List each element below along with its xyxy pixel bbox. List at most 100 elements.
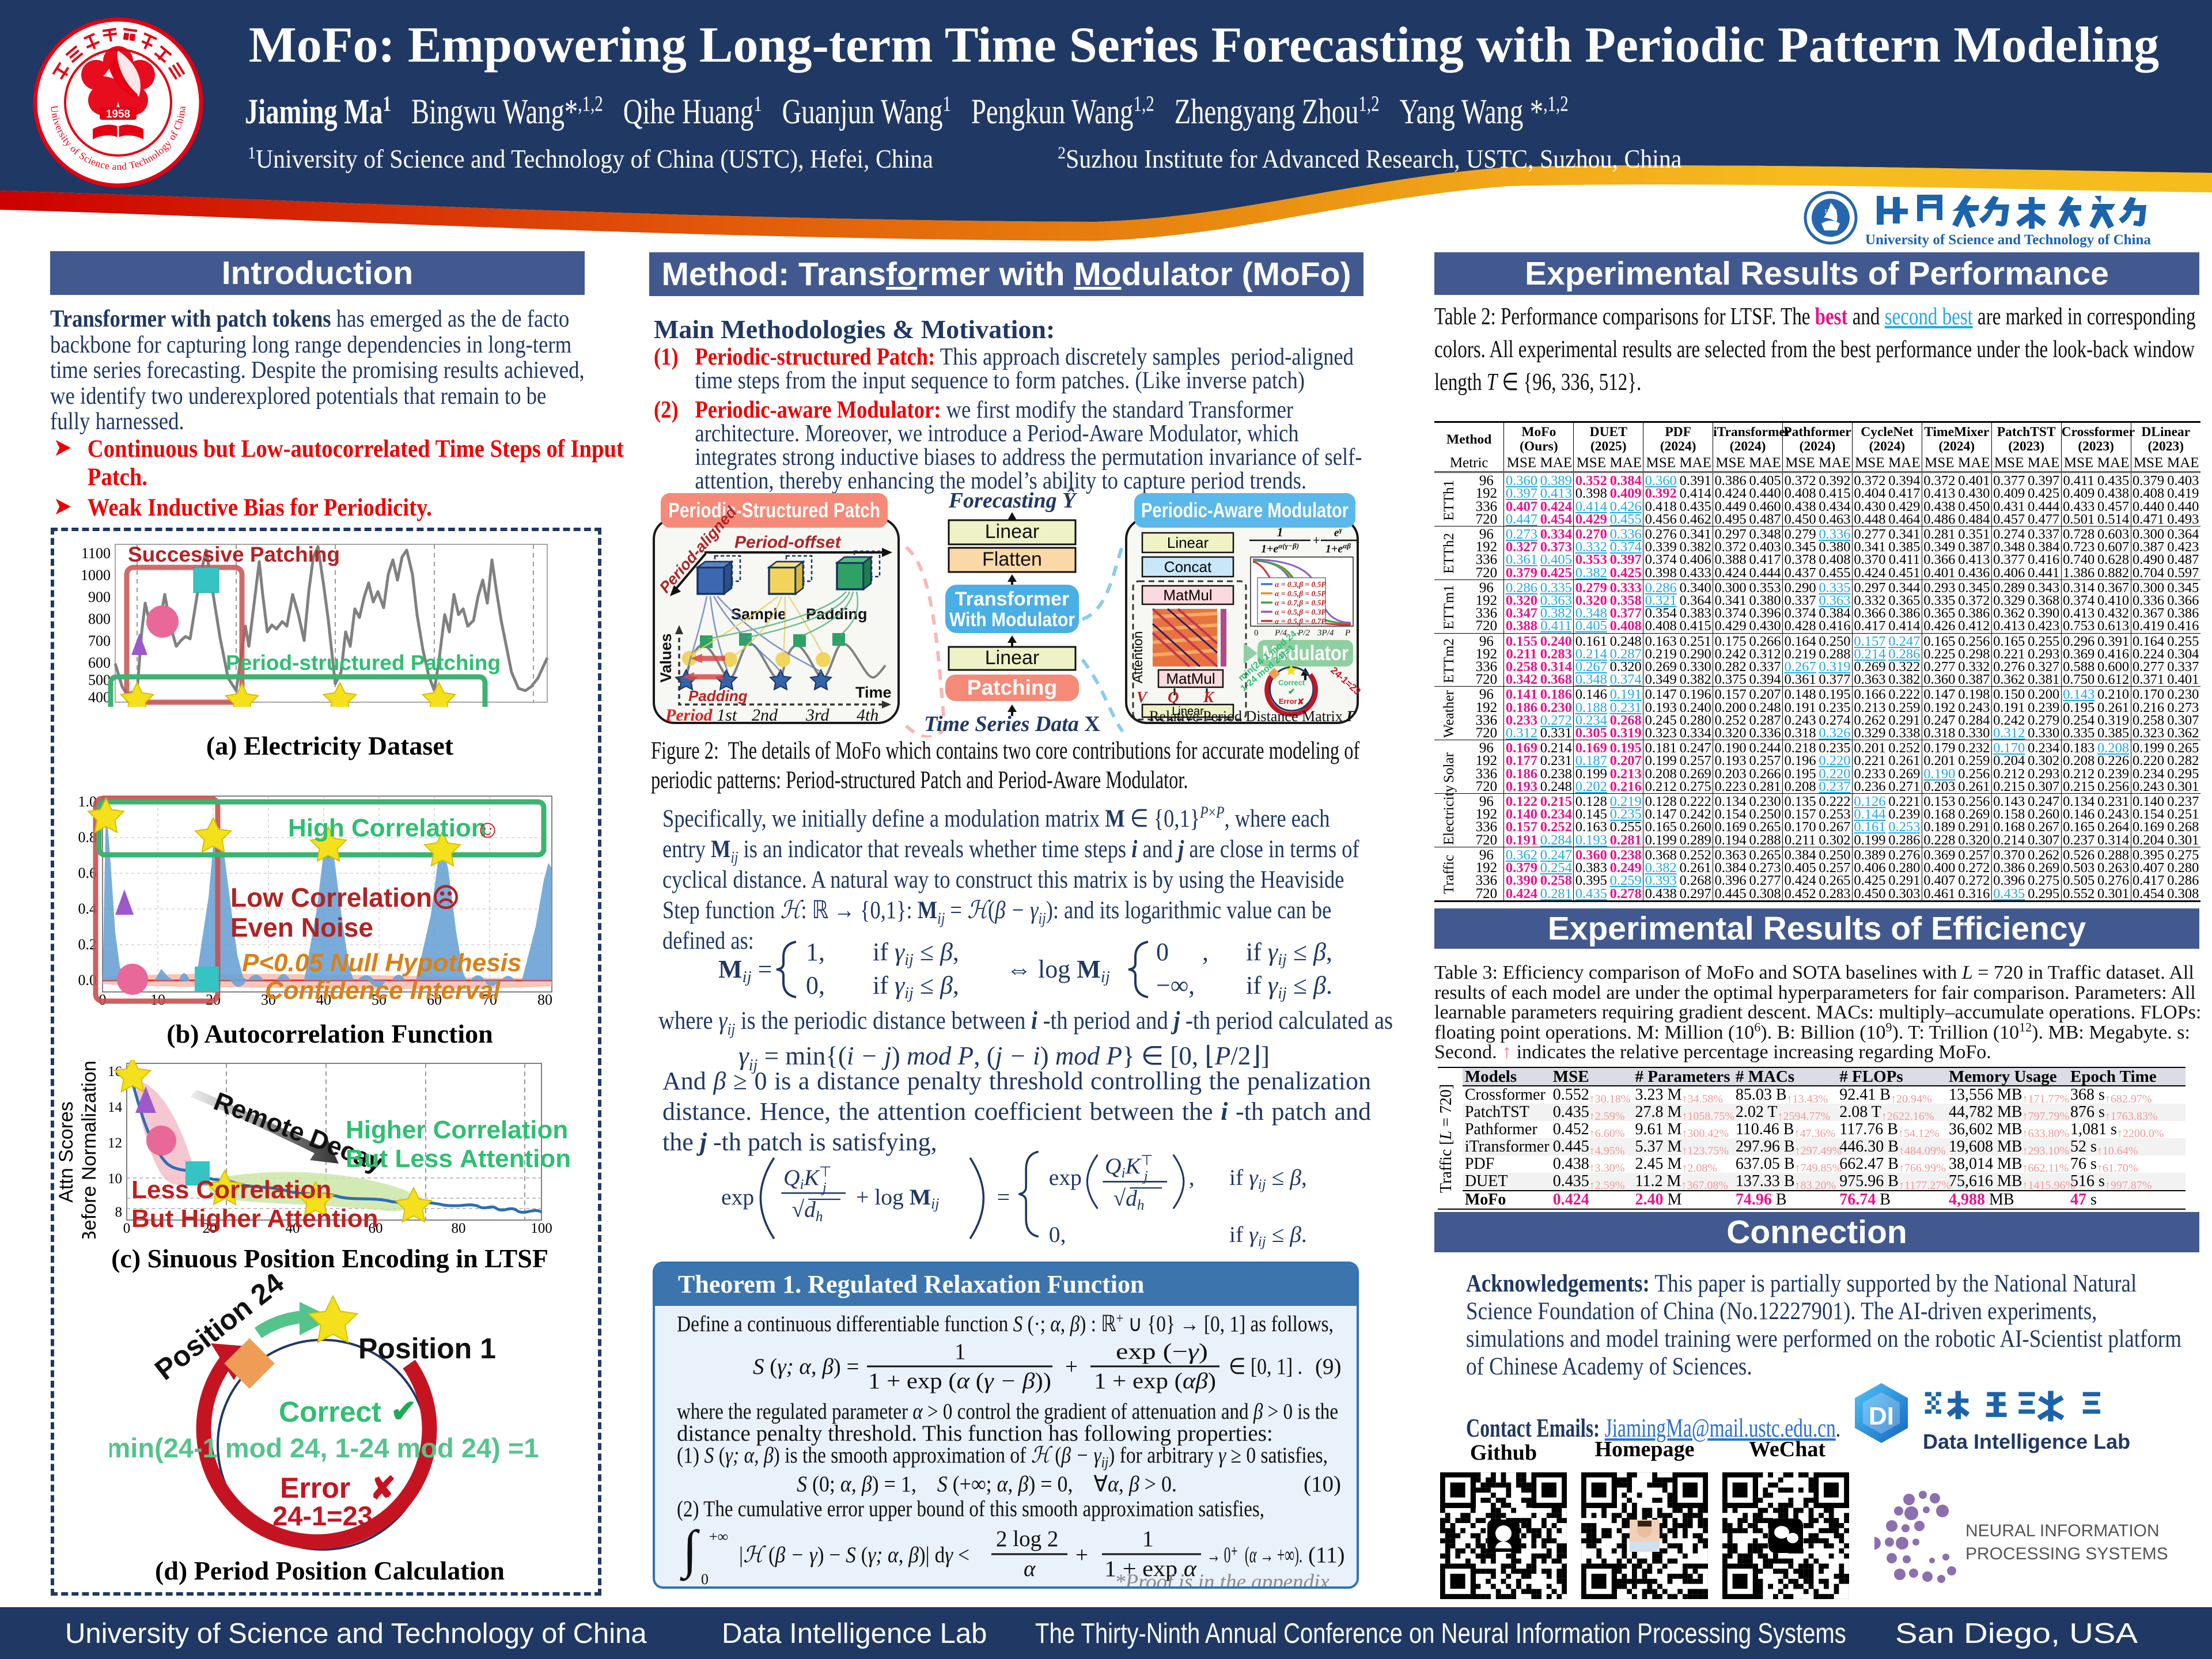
svg-text:12: 12	[108, 1135, 122, 1151]
svg-text:Define a continuous differenti: Define a continuous differentiable funct…	[677, 1310, 1334, 1336]
svg-text:S (γ; α, β) =: S (γ; α, β) =	[753, 1354, 859, 1379]
svg-text:DI: DI	[1869, 1402, 1894, 1430]
svg-text:Successive Patching: Successive Patching	[128, 543, 340, 566]
svg-text:Periodic-Structured Patch: Periodic-Structured Patch	[668, 498, 880, 522]
svg-text:80: 80	[537, 991, 552, 1008]
svg-text:Time Series Data X: Time Series Data X	[924, 712, 1100, 736]
svg-text:Q: Q	[1168, 688, 1179, 706]
svg-text:P/2: P/2	[1297, 628, 1310, 638]
svg-text:if γij ≤ β.: if γij ≤ β.	[1229, 1222, 1307, 1249]
svg-text:α = 0.5,β = 0.5P: α = 0.5,β = 0.5P	[1275, 589, 1326, 598]
svg-text:100: 100	[531, 1221, 552, 1236]
svg-text:Padding: Padding	[806, 605, 868, 623]
svg-text:+ log Mij: + log Mij	[856, 1184, 940, 1212]
svg-text:But Higher Attention: But Higher Attention	[131, 1205, 378, 1233]
svg-text:24-1=23: 24-1=23	[272, 1501, 373, 1531]
svg-text:P: P	[1344, 628, 1350, 638]
svg-text:exp: exp	[1049, 1165, 1082, 1190]
svg-text:P/4: P/4	[1274, 628, 1287, 638]
svg-text:3P/4: 3P/4	[1317, 628, 1334, 638]
svg-text:2nd: 2nd	[752, 706, 778, 725]
svg-text:QiK⊤j: QiK⊤ j	[783, 1164, 832, 1195]
svg-text:1: 1	[1142, 1527, 1154, 1551]
svg-text:3rd: 3rd	[805, 706, 830, 725]
svg-text:1 + exp α: 1 + exp α	[1104, 1556, 1198, 1581]
svg-text:1+eαβ: 1+eαβ	[1325, 541, 1351, 556]
svg-text:Flatten: Flatten	[982, 548, 1042, 570]
svg-text:✔: ✔	[1288, 687, 1296, 697]
svg-text:Patching: Patching	[967, 676, 1057, 699]
svg-text:−∞,: −∞,	[1156, 971, 1195, 999]
svg-text:exp: exp	[721, 1184, 754, 1210]
svg-text:min(24-1 mod 24, 1-24 mod 24): min(24-1 mod 24, 1-24 mod 24) =1	[109, 1433, 539, 1463]
svg-text:NEURAL INFORMATION: NEURAL INFORMATION	[1965, 1521, 2160, 1540]
svg-text:20: 20	[203, 1221, 217, 1236]
svg-text:∫: ∫	[680, 1520, 700, 1581]
svg-text:MatMul: MatMul	[1163, 586, 1212, 604]
svg-text:0: 0	[701, 1571, 709, 1588]
svg-text:Position 1: Position 1	[358, 1332, 496, 1365]
svg-text:400: 400	[88, 689, 111, 706]
svg-text:Period-structured Patching: Period-structured Patching	[226, 651, 501, 675]
svg-text:PROCESSING SYSTEMS: PROCESSING SYSTEMS	[1965, 1544, 2168, 1563]
svg-text:8: 8	[115, 1205, 123, 1220]
svg-text:60: 60	[427, 991, 442, 1008]
svg-text:70: 70	[482, 991, 497, 1008]
svg-text:80: 80	[452, 1221, 466, 1236]
svg-text:1958: 1958	[106, 108, 130, 120]
svg-text:Error: Error	[280, 1472, 350, 1504]
svg-text:University of Science and Tech: University of Science and Technology of …	[1865, 232, 2151, 248]
svg-text:Even Noise: Even Noise	[230, 912, 373, 942]
svg-text:✘: ✘	[1297, 698, 1304, 707]
svg-text:60: 60	[369, 1221, 383, 1236]
svg-text:0,: 0,	[806, 971, 825, 999]
svg-text:Modulator: Modulator	[1262, 641, 1349, 665]
svg-text:α = 0.5,β = 0.3P: α = 0.5,β = 0.3P	[1275, 608, 1326, 616]
svg-text:With Modulator: With Modulator	[949, 609, 1075, 631]
svg-text:800: 800	[88, 611, 111, 627]
svg-text:30: 30	[261, 991, 276, 1008]
svg-text:600: 600	[88, 654, 111, 671]
svg-text:But Less Attention: But Less Attention	[346, 1145, 571, 1173]
svg-text:900: 900	[88, 589, 111, 605]
svg-text:0: 0	[1156, 938, 1169, 966]
svg-text:,: ,	[1202, 938, 1209, 966]
svg-text:α = 0.7,β = 0.5P: α = 0.7,β = 0.5P	[1275, 599, 1326, 607]
svg-text:QiK⊤j: QiK⊤ j	[1105, 1153, 1153, 1184]
svg-text:MatMul: MatMul	[1166, 670, 1215, 687]
svg-text:Less Correlation: Less Correlation	[131, 1176, 331, 1204]
svg-text:Data Intelligence Lab: Data Intelligence Lab	[1923, 1430, 2130, 1453]
svg-text:(Before Normalization): (Before Normalization)	[78, 1060, 100, 1238]
svg-text:500: 500	[88, 672, 111, 688]
svg-text:Linear: Linear	[985, 521, 1040, 543]
svg-text:Linear: Linear	[985, 647, 1040, 669]
svg-text:Attn Scores: Attn Scores	[58, 1101, 77, 1203]
svg-text:if γij ≤ β,: if γij ≤ β,	[1246, 938, 1332, 969]
svg-text:+: +	[1075, 1543, 1088, 1567]
svg-text:Correct: Correct	[279, 1396, 381, 1428]
svg-text:0,: 0,	[1049, 1222, 1066, 1247]
svg-text:Period 1st: Period 1st	[665, 706, 737, 725]
svg-text:Error: Error	[1279, 697, 1297, 706]
svg-text:Relative Period Distance Matri: Relative Period Distance Matrix Γ	[1149, 708, 1355, 725]
svg-text:S (0; α, β) = 1, S (+∞; α,: S (0; α, β) = 1, S (+∞; α, β) = 0, ∀α, β…	[797, 1472, 1177, 1496]
svg-text:(10): (10)	[1304, 1472, 1341, 1496]
svg-text:1,: 1,	[806, 938, 825, 966]
svg-text:+: +	[1065, 1354, 1078, 1379]
svg-text:40: 40	[316, 991, 331, 1008]
svg-text:Time: Time	[855, 684, 892, 701]
svg-text:distance penalty threshold. Th: distance penalty threshold. This functio…	[677, 1421, 1273, 1446]
svg-text:Mij =: Mij =	[718, 955, 772, 986]
svg-text:High Correlation: High Correlation	[288, 814, 487, 842]
svg-text:α = 0.3,β = 0.5P: α = 0.3,β = 0.5P	[1275, 580, 1326, 589]
svg-text:V: V	[1137, 688, 1148, 706]
svg-text:4th: 4th	[857, 706, 878, 725]
svg-text:if γij ≤ β.: if γij ≤ β.	[1246, 971, 1332, 1002]
svg-text:+∞: +∞	[709, 1528, 728, 1545]
svg-text:α = 0.5,β = 0.7P: α = 0.5,β = 0.7P	[1275, 617, 1326, 626]
svg-text:Period-offset: Period-offset	[734, 533, 842, 552]
svg-text:(11): (11)	[1308, 1543, 1345, 1567]
svg-text:⇔ log Mij: ⇔ log Mij	[1006, 955, 1110, 986]
svg-text:+: +	[1313, 533, 1320, 547]
svg-text:if γij ≤ β,: if γij ≤ β,	[873, 938, 959, 969]
